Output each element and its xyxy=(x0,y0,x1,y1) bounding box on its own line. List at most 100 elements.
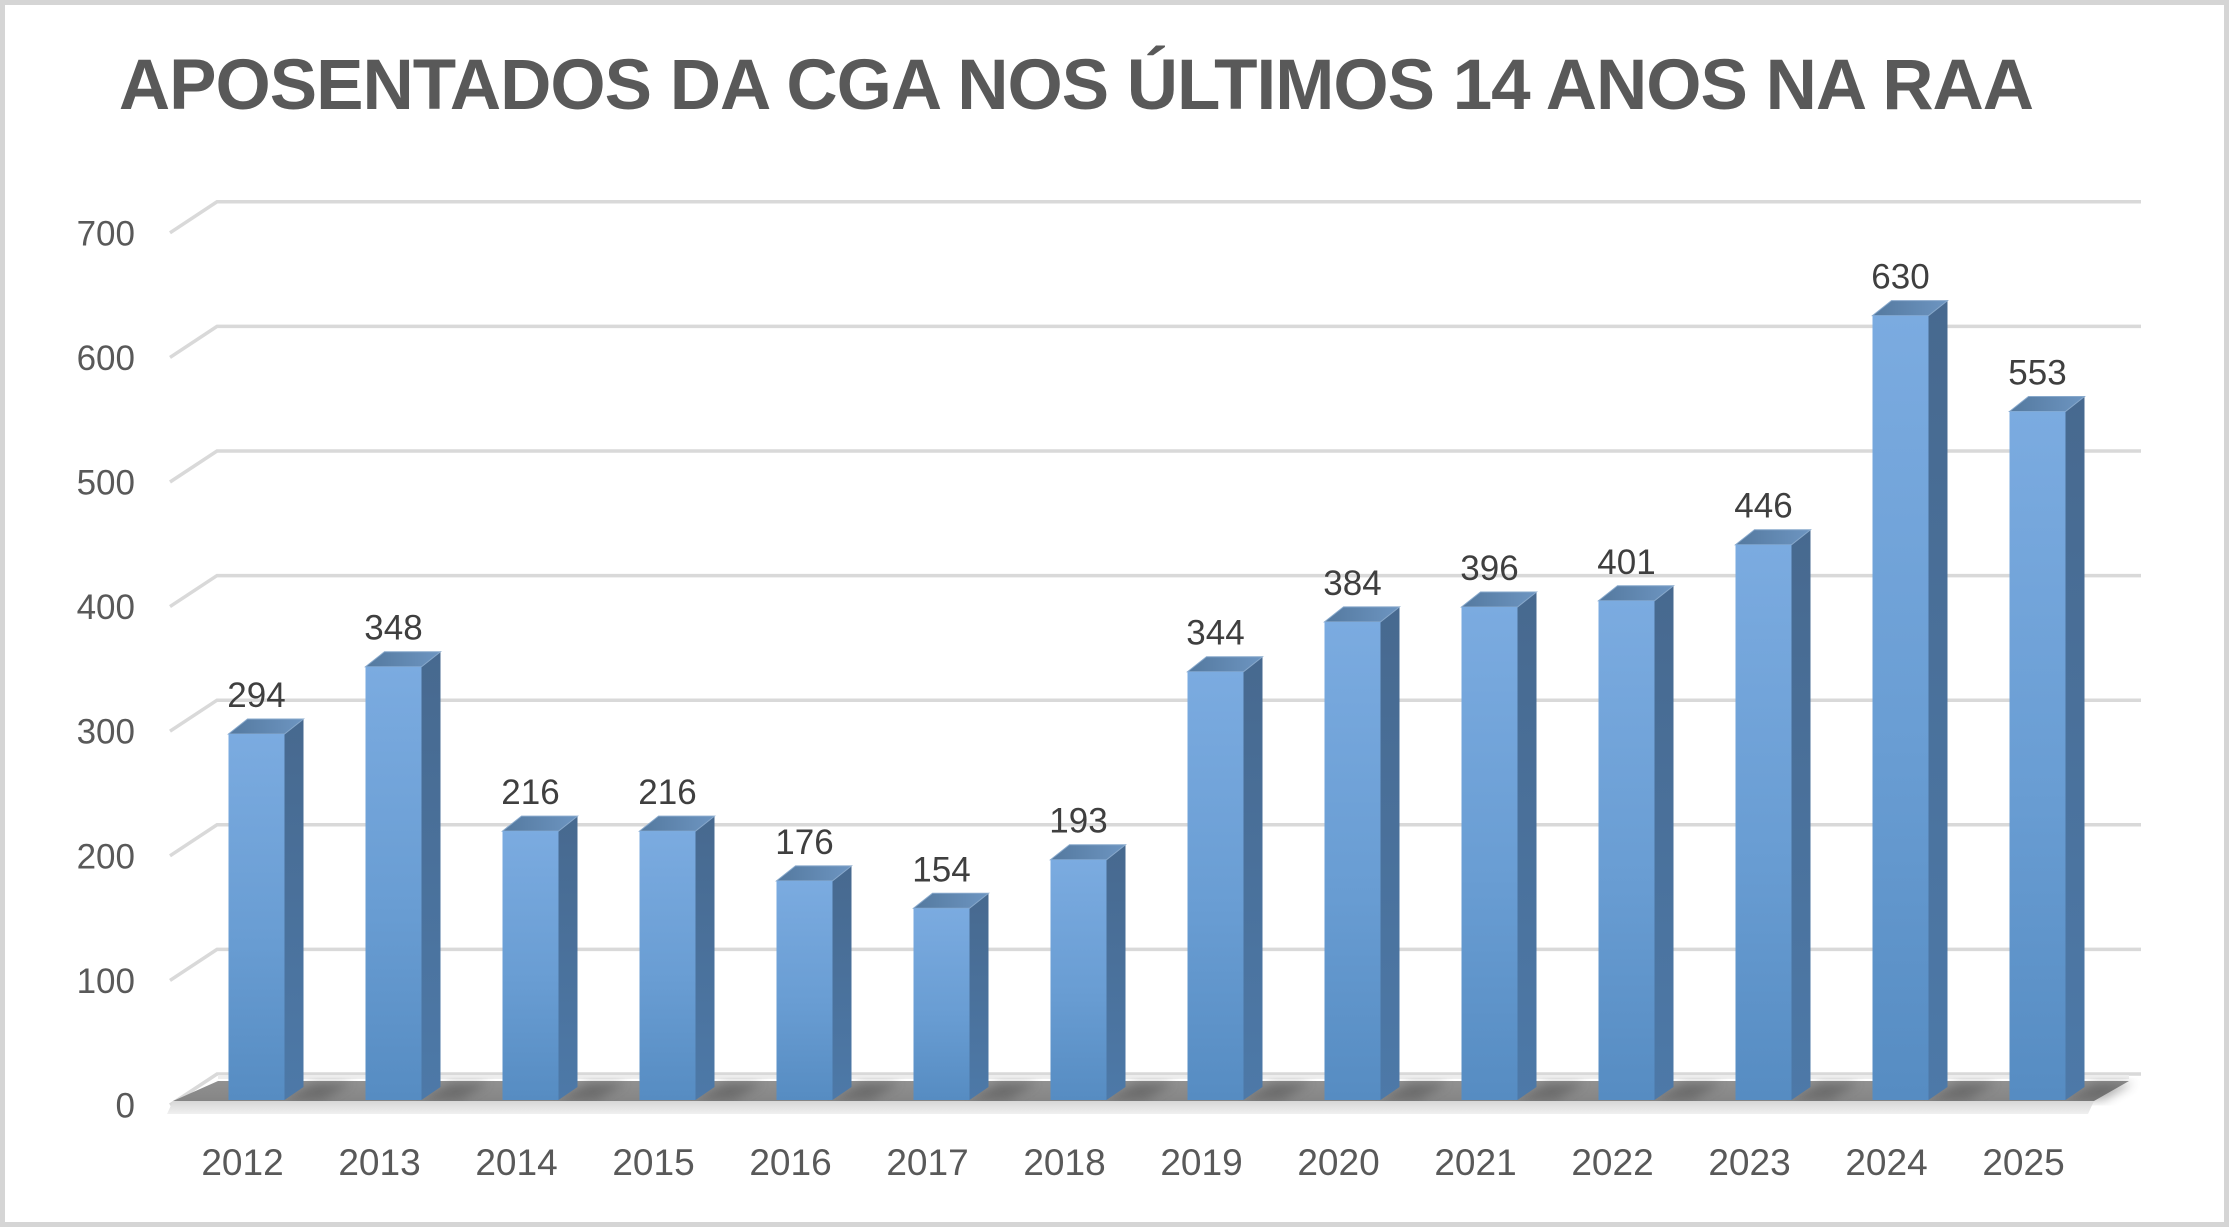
x-tick-label: 2018 xyxy=(1023,1142,1105,1183)
value-label: 344 xyxy=(1186,614,1244,653)
floor-shadows xyxy=(284,1083,2134,1100)
x-tick-label: 2012 xyxy=(201,1142,283,1183)
x-tick-label: 2025 xyxy=(1982,1142,2064,1183)
bar-2018 xyxy=(1049,844,1127,1100)
bar-shadow xyxy=(558,1083,627,1100)
plot-area: 0 100 200 300 400 500 600 700 294 348 216 216 176 154… xyxy=(77,200,2141,1183)
y-tick-label: 100 xyxy=(77,962,135,1001)
bar-front-face xyxy=(1872,315,1929,1100)
gridline xyxy=(169,698,2141,733)
bar-front-face xyxy=(228,733,285,1100)
value-label: 401 xyxy=(1597,543,1655,582)
bar-shadow xyxy=(1791,1083,1860,1100)
floor-front-bevel xyxy=(167,1101,2094,1114)
bar-shadow xyxy=(1106,1083,1175,1100)
x-tick-label: 2023 xyxy=(1708,1142,1790,1183)
bar-front-face xyxy=(1735,544,1792,1100)
y-tick-label: 300 xyxy=(77,713,135,752)
x-tick-label: 2017 xyxy=(886,1142,968,1183)
value-label: 446 xyxy=(1734,487,1792,526)
gridline xyxy=(169,947,2141,982)
bar-shadow xyxy=(1928,1083,1997,1100)
bar-side-face xyxy=(832,865,852,1100)
bar-side-face xyxy=(1243,656,1263,1100)
bar-side-face xyxy=(1106,844,1126,1100)
bar-side-face xyxy=(1380,606,1400,1100)
bar-side-face xyxy=(695,816,715,1100)
chart-floor xyxy=(167,1075,2134,1114)
bar-shadow xyxy=(695,1083,764,1100)
gridlines xyxy=(169,200,2141,1107)
bar-2023 xyxy=(1734,529,1812,1100)
bar-shadow xyxy=(969,1083,1038,1100)
value-label: 216 xyxy=(638,773,696,812)
bar-2020 xyxy=(1323,606,1401,1100)
value-label: 348 xyxy=(364,609,422,648)
bar-front-face xyxy=(913,908,970,1100)
chart-title: APOSENTADOS DA CGA NOS ÚLTIMOS 14 ANOS N… xyxy=(118,46,2034,125)
bar-2021 xyxy=(1460,591,1538,1100)
bar-side-face xyxy=(2065,396,2085,1100)
gridline xyxy=(169,823,2141,858)
bar-front-face xyxy=(1324,621,1381,1100)
x-tick-label: 2019 xyxy=(1160,1142,1242,1183)
bar-2014 xyxy=(501,815,579,1100)
bar-side-face xyxy=(1654,585,1674,1100)
bar-2017 xyxy=(912,892,990,1100)
bar-side-face xyxy=(284,718,304,1100)
x-axis-labels: 2012 2013 2014 2015 2016 2017 2018 2019 2020 2021… xyxy=(201,1142,2064,1183)
gridline xyxy=(169,324,2141,359)
bar-shadow xyxy=(1380,1083,1449,1100)
bar-front-face xyxy=(1598,600,1655,1100)
bar-front-face xyxy=(1461,606,1518,1100)
bar-front-face xyxy=(2009,411,2066,1100)
value-label: 216 xyxy=(501,773,559,812)
bar-shadow xyxy=(832,1083,901,1100)
y-axis-labels: 0 100 200 300 400 500 600 700 xyxy=(77,214,135,1125)
bar-side-face xyxy=(1928,300,1948,1100)
value-labels: 294 348 216 216 176 154 193 344 384 396 401 446 630 5… xyxy=(227,258,2066,890)
value-label: 553 xyxy=(2008,354,2066,393)
gridline xyxy=(169,573,2141,609)
x-tick-label: 2013 xyxy=(338,1142,420,1183)
x-tick-label: 2014 xyxy=(475,1142,557,1183)
y-tick-label: 500 xyxy=(77,464,135,503)
x-tick-label: 2021 xyxy=(1434,1142,1516,1183)
bar-side-face xyxy=(969,893,989,1100)
bar-2024 xyxy=(1871,300,1949,1100)
bar-front-face xyxy=(365,666,422,1100)
bar-2016 xyxy=(775,865,853,1100)
bar-2022 xyxy=(1597,585,1675,1100)
bar-side-face xyxy=(558,816,578,1100)
bar-front-face xyxy=(1187,671,1244,1100)
x-tick-label: 2022 xyxy=(1571,1142,1653,1183)
y-tick-label: 400 xyxy=(77,588,135,627)
value-label: 384 xyxy=(1323,564,1381,603)
bar-shadow xyxy=(1517,1083,1586,1100)
bar-shadow xyxy=(421,1083,490,1100)
bar-side-face xyxy=(421,651,441,1100)
value-label: 176 xyxy=(775,823,833,862)
y-tick-label: 600 xyxy=(77,339,135,378)
bar-2019 xyxy=(1186,656,1264,1100)
x-tick-label: 2024 xyxy=(1845,1142,1927,1183)
bar-shadow xyxy=(284,1083,353,1100)
bar-2025 xyxy=(2008,396,2086,1100)
bar-side-face xyxy=(1791,529,1811,1100)
bar-shadow xyxy=(1243,1083,1312,1100)
bar-2015 xyxy=(638,815,716,1100)
x-tick-label: 2020 xyxy=(1297,1142,1379,1183)
x-tick-label: 2016 xyxy=(749,1142,831,1183)
bar-front-face xyxy=(776,880,833,1100)
bar-front-face xyxy=(639,831,696,1100)
value-label: 154 xyxy=(912,850,970,889)
bar-2013 xyxy=(364,651,442,1100)
gridline xyxy=(169,449,2141,484)
bars xyxy=(227,300,2086,1100)
value-label: 294 xyxy=(227,676,285,715)
value-label: 630 xyxy=(1871,258,1929,297)
bar-shadow xyxy=(1654,1083,1723,1100)
bar-shadow xyxy=(2065,1083,2134,1100)
bar-front-face xyxy=(502,831,559,1100)
